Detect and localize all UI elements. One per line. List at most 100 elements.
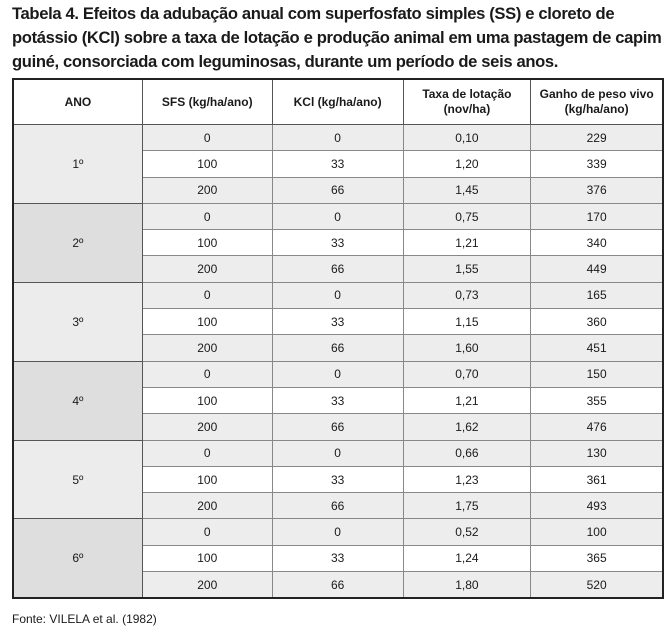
value-cell: 1,15 xyxy=(402,308,532,336)
value-cell: 66 xyxy=(271,413,404,441)
table-row: 200 66 1,60 451 xyxy=(13,334,664,362)
value-cell: 165 xyxy=(530,281,664,310)
value-cell: 339 xyxy=(530,150,664,178)
header-row: ANO SFS (kg/ha/ano) KCl (kg/ha/ano) Taxa de… xyxy=(12,78,664,125)
source-note: Fonte: VILELA et al. (1982) xyxy=(12,612,157,626)
table-row: 4º 0 0 0,70 150 xyxy=(12,360,664,441)
value-cell: 200 xyxy=(141,255,273,283)
table-row: 200 66 1,80 520 xyxy=(13,571,664,599)
column-header: Taxa de lotação (nov/ha) xyxy=(402,78,532,125)
value-cell: 451 xyxy=(530,334,664,362)
value-cell: 33 xyxy=(271,229,404,257)
table-row: 200 66 1,55 449 xyxy=(13,255,664,283)
column-header: SFS (kg/ha/ano) xyxy=(141,78,273,125)
value-cell: 33 xyxy=(271,465,404,494)
value-cell: 1,55 xyxy=(402,255,532,283)
value-cell: 66 xyxy=(271,255,404,283)
table-row: 200 66 1,62 476 xyxy=(13,413,664,441)
value-cell: 1,62 xyxy=(402,413,532,441)
value-cell: 33 xyxy=(271,150,404,178)
value-cell: 200 xyxy=(141,571,273,599)
value-cell: 1,23 xyxy=(402,465,532,494)
year-cell: 1º xyxy=(12,124,143,204)
table-row: 6º 0 0 0,52 100 xyxy=(12,518,664,599)
value-cell: 100 xyxy=(141,229,273,257)
value-cell: 100 xyxy=(530,518,664,546)
table-row: 3º 0 0 0,73 165 xyxy=(12,281,664,362)
value-cell: 355 xyxy=(530,386,664,415)
value-cell: 200 xyxy=(141,334,273,362)
value-cell: 0 xyxy=(141,518,273,546)
table-title: Tabela 4. Efeitos da adubação anual com … xyxy=(12,4,662,71)
value-cell: 1,45 xyxy=(402,176,532,204)
data-table: ANO SFS (kg/ha/ano) KCl (kg/ha/ano) Taxa de… xyxy=(12,78,664,600)
value-cell: 0 xyxy=(271,439,404,467)
value-cell: 200 xyxy=(141,492,273,520)
value-cell: 200 xyxy=(141,176,273,204)
value-cell: 200 xyxy=(141,413,273,441)
value-cell: 493 xyxy=(530,492,664,520)
value-cell: 0 xyxy=(141,360,273,388)
value-cell: 33 xyxy=(271,544,404,573)
table-body: 1º 0 0 0,10 229 100 33 1,20 339 200 66 1,45 376 2º 0 0 0… xyxy=(12,123,664,599)
value-cell: 0,66 xyxy=(402,439,532,467)
table-row: 200 66 1,45 376 xyxy=(13,176,664,204)
value-cell: 33 xyxy=(271,308,404,336)
value-cell: 1,24 xyxy=(402,544,532,573)
value-cell: 1,60 xyxy=(402,334,532,362)
year-cell: 3º xyxy=(12,281,143,362)
value-cell: 360 xyxy=(530,308,664,336)
value-cell: 0 xyxy=(271,281,404,310)
value-cell: 33 xyxy=(271,386,404,415)
table-row: 100 33 1,23 361 xyxy=(13,465,664,494)
value-cell: 170 xyxy=(530,202,664,231)
value-cell: 100 xyxy=(141,308,273,336)
value-cell: 476 xyxy=(530,413,664,441)
value-cell: 0 xyxy=(141,439,273,467)
value-cell: 0,52 xyxy=(402,518,532,546)
table-row: 5º 0 0 0,66 130 xyxy=(12,439,664,520)
year-cell: 4º xyxy=(12,360,143,441)
value-cell: 1,75 xyxy=(402,492,532,520)
value-cell: 0 xyxy=(271,360,404,388)
value-cell: 0 xyxy=(141,202,273,231)
value-cell: 340 xyxy=(530,229,664,257)
value-cell: 1,20 xyxy=(402,150,532,178)
value-cell: 66 xyxy=(271,334,404,362)
year-cell: 2º xyxy=(12,202,143,283)
table-row: 100 33 1,20 339 xyxy=(13,150,664,178)
table-row: 100 33 1,21 355 xyxy=(13,386,664,415)
value-cell: 66 xyxy=(271,176,404,204)
value-cell: 0,73 xyxy=(402,281,532,310)
value-cell: 100 xyxy=(141,465,273,494)
value-cell: 229 xyxy=(530,123,664,152)
value-cell: 0 xyxy=(141,281,273,310)
value-cell: 0 xyxy=(271,123,404,152)
column-header: KCl (kg/ha/ano) xyxy=(271,78,404,125)
value-cell: 0,70 xyxy=(402,360,532,388)
value-cell: 1,21 xyxy=(402,386,532,415)
value-cell: 0,75 xyxy=(402,202,532,231)
table-row: 1º 0 0 0,10 229 xyxy=(12,123,664,204)
value-cell: 100 xyxy=(141,386,273,415)
value-cell: 365 xyxy=(530,544,664,573)
value-cell: 449 xyxy=(530,255,664,283)
value-cell: 361 xyxy=(530,465,664,494)
value-cell: 0 xyxy=(271,518,404,546)
year-cell: 5º xyxy=(12,439,143,520)
value-cell: 520 xyxy=(530,571,664,599)
year-cell: 6º xyxy=(12,518,143,599)
value-cell: 0 xyxy=(141,123,273,152)
value-cell: 150 xyxy=(530,360,664,388)
value-cell: 66 xyxy=(271,492,404,520)
table-row: 2º 0 0 0,75 170 xyxy=(12,202,664,283)
table-row: 200 66 1,75 493 xyxy=(13,492,664,520)
table-row: 100 33 1,21 340 xyxy=(13,229,664,257)
value-cell: 130 xyxy=(530,439,664,467)
value-cell: 1,21 xyxy=(402,229,532,257)
value-cell: 66 xyxy=(271,571,404,599)
column-header: Ganho de peso vivo (kg/ha/ano) xyxy=(530,78,664,125)
table-row: 100 33 1,24 365 xyxy=(13,544,664,573)
column-header: ANO xyxy=(12,78,143,125)
